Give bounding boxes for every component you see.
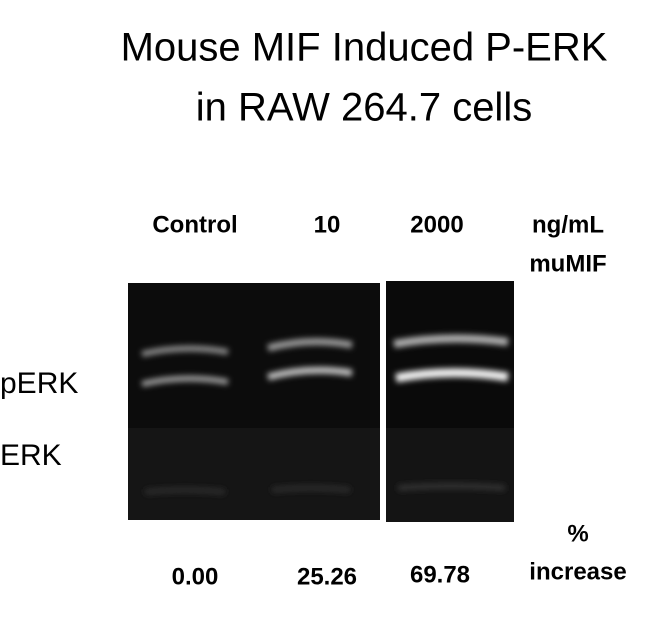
- percent-value: 69.78: [410, 561, 470, 588]
- column-label: 2000: [410, 211, 463, 238]
- column-label: 10: [314, 211, 341, 238]
- percent-value: 25.26: [297, 563, 357, 590]
- blot: [128, 281, 514, 522]
- percent-value: 0.00: [172, 563, 219, 590]
- column-label: Control: [152, 211, 237, 238]
- unit-label: ng/mL: [532, 211, 604, 238]
- title-line: Mouse MIF Induced P-ERK: [121, 26, 608, 70]
- row-label: ERK: [0, 439, 62, 472]
- row-label: pERK: [0, 367, 78, 400]
- percent-label: %: [567, 520, 588, 547]
- unit-label: muMIF: [529, 250, 606, 277]
- title-line: in RAW 264.7 cells: [196, 86, 532, 130]
- percent-label: increase: [529, 558, 626, 585]
